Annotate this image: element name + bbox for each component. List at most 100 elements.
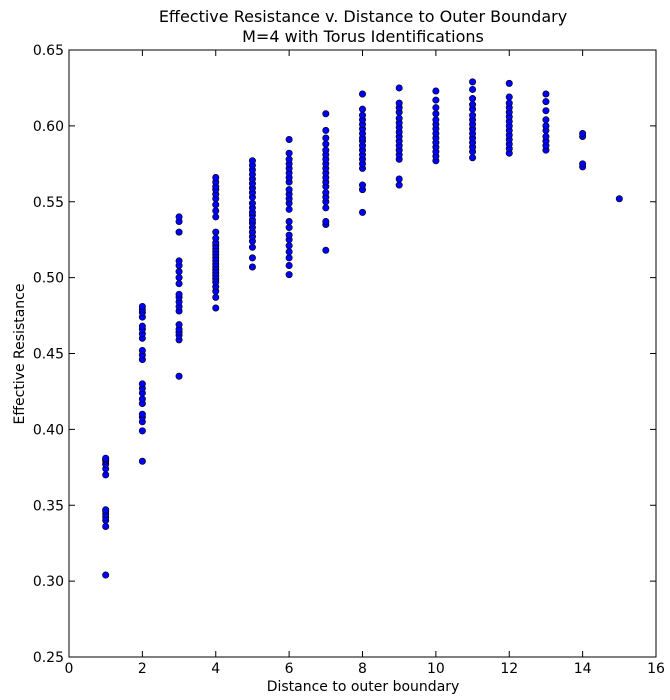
- data-point: [542, 122, 550, 130]
- data-point: [102, 454, 110, 462]
- y-tick-label: 0.40: [33, 422, 64, 438]
- data-point: [395, 181, 403, 189]
- data-point: [395, 114, 403, 122]
- data-point: [212, 213, 220, 221]
- data-point: [285, 205, 293, 213]
- y-tick-label: 0.30: [33, 574, 64, 590]
- data-point: [322, 217, 330, 225]
- data-point: [102, 506, 110, 514]
- y-tick-label: 0.45: [33, 347, 64, 363]
- data-point: [432, 110, 440, 118]
- x-axis: 0 2 4 6 8 10 12 14 16: [65, 50, 665, 677]
- data-point: [285, 149, 293, 157]
- data-point: [432, 87, 440, 95]
- data-point: [542, 90, 550, 98]
- data-point: [469, 85, 477, 93]
- data-point: [212, 293, 220, 301]
- data-point: [432, 96, 440, 104]
- data-point: [285, 224, 293, 232]
- data-point: [615, 195, 623, 203]
- data-point: [358, 105, 366, 113]
- y-tick-label: 0.60: [33, 119, 64, 135]
- data-point: [138, 457, 146, 465]
- data-point: [395, 99, 403, 107]
- y-tick-label: 0.35: [33, 498, 64, 514]
- data-point: [505, 79, 513, 87]
- data-point: [175, 274, 183, 282]
- data-point: [248, 254, 256, 262]
- plot-area: [102, 78, 623, 579]
- data-point: [138, 380, 146, 388]
- x-tick-label: 10: [427, 661, 445, 677]
- x-tick-label: 6: [285, 661, 294, 677]
- y-axis: 0.25 0.30 0.35 0.40 0.45 0.50 0.55 0.60 0.65: [33, 43, 656, 666]
- data-point: [579, 129, 587, 137]
- plot-frame: [68, 49, 657, 658]
- data-point: [322, 126, 330, 134]
- x-tick-label: 0: [65, 661, 74, 677]
- y-axis-label: Effective Resistance: [12, 284, 28, 425]
- data-point: [542, 132, 550, 140]
- data-point: [469, 101, 477, 109]
- data-point: [212, 201, 220, 209]
- x-tick-label: 12: [500, 661, 518, 677]
- data-point: [138, 395, 146, 403]
- data-point: [175, 228, 183, 236]
- data-point: [542, 107, 550, 115]
- data-point: [322, 189, 330, 197]
- data-point: [285, 248, 293, 256]
- data-point: [138, 427, 146, 435]
- data-point: [505, 93, 513, 101]
- data-point: [322, 134, 330, 142]
- data-point: [248, 263, 256, 271]
- data-point: [358, 111, 366, 119]
- y-tick-label: 0.25: [33, 650, 64, 666]
- data-point: [285, 242, 293, 250]
- x-tick-label: 8: [358, 661, 367, 677]
- y-tick-label: 0.50: [33, 271, 64, 287]
- data-point: [212, 234, 220, 242]
- data-point: [212, 173, 220, 181]
- data-point: [322, 146, 330, 154]
- data-point: [102, 571, 110, 579]
- data-point: [469, 111, 477, 119]
- data-point: [542, 116, 550, 124]
- x-tick-label: 4: [211, 661, 220, 677]
- data-point: [285, 254, 293, 262]
- data-point: [212, 228, 220, 236]
- x-tick-label: 2: [138, 661, 147, 677]
- data-point: [175, 321, 183, 329]
- data-point: [358, 181, 366, 189]
- data-point: [248, 199, 256, 207]
- x-tick-label: 16: [647, 661, 665, 677]
- data-point: [285, 261, 293, 269]
- data-point: [322, 204, 330, 212]
- data-point: [175, 268, 183, 276]
- data-point: [285, 136, 293, 144]
- data-point: [395, 175, 403, 183]
- data-point: [248, 243, 256, 251]
- data-point: [285, 217, 293, 225]
- data-point: [175, 372, 183, 380]
- data-point: [175, 290, 183, 298]
- data-point: [358, 208, 366, 216]
- data-point: [212, 304, 220, 312]
- data-point: [285, 231, 293, 239]
- data-point: [542, 98, 550, 106]
- data-point: [175, 280, 183, 288]
- data-point: [138, 302, 146, 310]
- data-point: [322, 246, 330, 254]
- data-point: [102, 522, 110, 530]
- data-point: [285, 271, 293, 279]
- data-point: [322, 110, 330, 118]
- data-point: [102, 471, 110, 479]
- x-axis-label: Distance to outer boundary: [267, 679, 460, 695]
- chart-title-line-2: M=4 with Torus Identifications: [242, 27, 484, 46]
- chart-title-line-1: Effective Resistance v. Distance to Oute…: [159, 7, 567, 26]
- data-point: [322, 140, 330, 148]
- data-point: [469, 95, 477, 103]
- data-point: [175, 257, 183, 265]
- data-point: [248, 157, 256, 165]
- data-point: [138, 410, 146, 418]
